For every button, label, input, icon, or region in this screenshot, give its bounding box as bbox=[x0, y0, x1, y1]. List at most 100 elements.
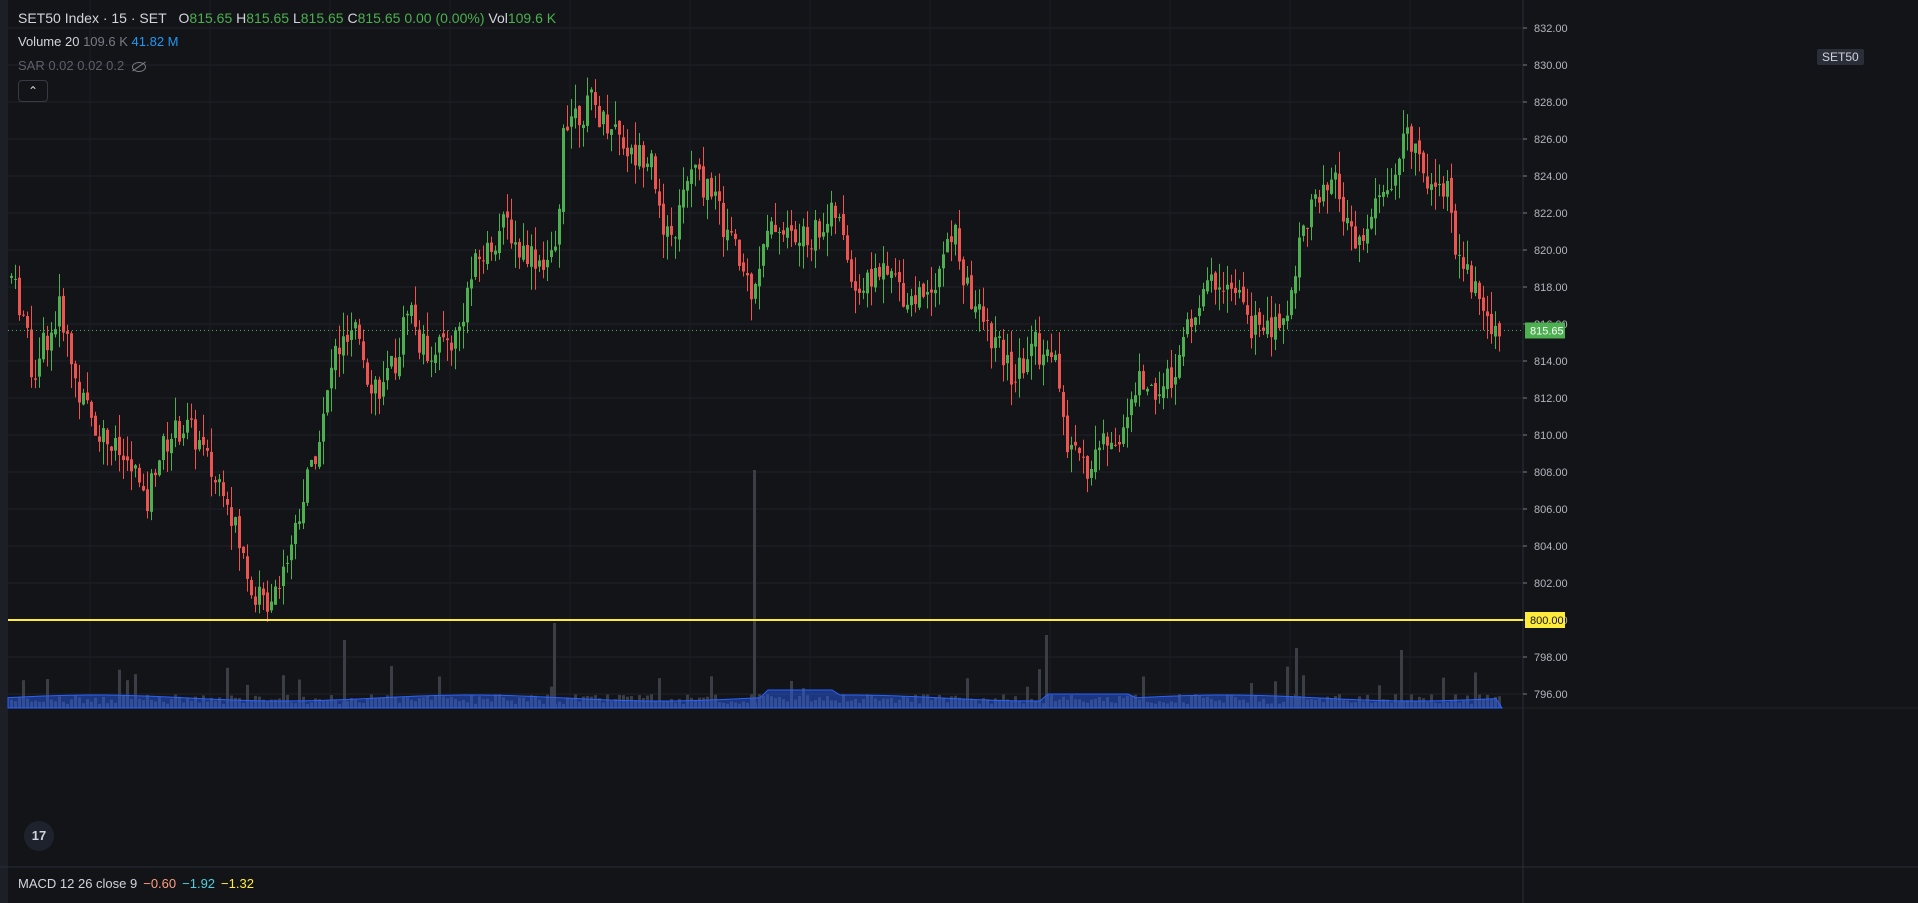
candle-body bbox=[642, 145, 645, 168]
candle-body bbox=[910, 296, 913, 306]
candle-body bbox=[654, 156, 657, 190]
candle-body bbox=[750, 273, 753, 300]
candle-body bbox=[254, 596, 257, 605]
volume-bar bbox=[502, 697, 505, 708]
volume-bar bbox=[1334, 695, 1337, 708]
volume-bar bbox=[1470, 703, 1473, 708]
volume-bar bbox=[290, 702, 293, 708]
volume-bar bbox=[914, 694, 917, 708]
volume-bar bbox=[138, 698, 141, 708]
volume-bar bbox=[734, 702, 737, 708]
sar-legend[interactable]: SAR 0.02 0.02 0.2 bbox=[18, 58, 147, 73]
volume-bar bbox=[1230, 694, 1233, 708]
macd-legend[interactable]: MACD 12 26 close 9 −0.60 −1.92 −1.32 bbox=[18, 876, 254, 891]
candle-body bbox=[1106, 436, 1109, 446]
volume-bar bbox=[1134, 694, 1137, 708]
volume-bar bbox=[1146, 701, 1149, 708]
open-value: 815.65 bbox=[189, 10, 233, 26]
volume-bar bbox=[874, 698, 877, 708]
candle-body bbox=[1458, 254, 1461, 256]
volume-bar bbox=[782, 699, 785, 708]
candle-body bbox=[1290, 290, 1293, 316]
candle-body bbox=[490, 242, 493, 252]
volume-bar bbox=[710, 676, 713, 708]
candle-body bbox=[446, 338, 449, 341]
volume-bar bbox=[1458, 702, 1461, 708]
candle-body bbox=[1026, 359, 1029, 373]
candle-body bbox=[1046, 349, 1049, 356]
candle-body bbox=[266, 592, 269, 612]
volume-bar bbox=[878, 700, 881, 708]
volume-bar bbox=[426, 695, 429, 708]
volume-bar bbox=[450, 696, 453, 708]
candle-body bbox=[58, 296, 61, 327]
candle-body bbox=[1250, 315, 1253, 339]
tradingview-logo-icon[interactable]: 17 bbox=[24, 821, 54, 851]
candle-body bbox=[742, 262, 745, 272]
candle-body bbox=[1170, 367, 1173, 389]
candle-body bbox=[1318, 197, 1321, 203]
candle-body bbox=[574, 108, 577, 119]
macd-signal-value: −1.92 bbox=[182, 876, 216, 891]
candle-body bbox=[922, 283, 925, 297]
candle-body bbox=[1182, 336, 1185, 357]
price-tick-label: 814.00 bbox=[1534, 356, 1568, 368]
volume-bar bbox=[670, 698, 673, 708]
candle-body bbox=[1494, 325, 1497, 337]
volume-bar bbox=[1106, 696, 1109, 708]
candle-body bbox=[770, 221, 773, 235]
price-tick-label: 808.00 bbox=[1534, 467, 1568, 479]
candle-body bbox=[94, 415, 97, 436]
candle-body bbox=[22, 314, 25, 316]
volume-bar bbox=[250, 700, 253, 708]
candle-body bbox=[1042, 354, 1045, 366]
volume-bar bbox=[718, 702, 721, 708]
candle-body bbox=[962, 259, 965, 286]
volume-bar bbox=[122, 694, 125, 708]
volume-bar bbox=[298, 679, 301, 708]
candle-body bbox=[222, 482, 225, 497]
volume-bar bbox=[438, 676, 441, 708]
candle-body bbox=[1206, 280, 1209, 292]
candle-body bbox=[1254, 315, 1257, 335]
volume-bar bbox=[170, 699, 173, 708]
collapse-legend-button[interactable]: ⌃ bbox=[18, 80, 48, 102]
volume-bar bbox=[1266, 703, 1269, 708]
volume-bar bbox=[738, 703, 741, 708]
volume-legend[interactable]: Volume 20 109.6 K 41.82 M bbox=[18, 34, 179, 49]
candle-body bbox=[706, 178, 709, 200]
candle-body bbox=[314, 456, 317, 465]
candle-body bbox=[38, 358, 41, 377]
candle-body bbox=[1478, 282, 1481, 299]
volume-bar bbox=[1354, 702, 1357, 708]
candle-body bbox=[678, 205, 681, 240]
volume-bar bbox=[1194, 694, 1197, 708]
volume-spike bbox=[1295, 648, 1298, 708]
candle-body bbox=[1442, 183, 1445, 197]
candle-body bbox=[62, 295, 65, 333]
volume-bar bbox=[546, 694, 549, 708]
candle-body bbox=[754, 284, 757, 299]
volume-bar bbox=[22, 680, 25, 708]
macd-hist-value: −1.32 bbox=[221, 876, 254, 891]
candle-body bbox=[478, 256, 481, 260]
volume-spike bbox=[753, 470, 756, 708]
hidden-eye-icon[interactable] bbox=[132, 61, 147, 72]
candle-body bbox=[194, 419, 197, 450]
candle-body bbox=[1270, 317, 1273, 338]
candle-body bbox=[1130, 399, 1133, 416]
candle-body bbox=[510, 219, 513, 244]
candle-body bbox=[1438, 183, 1441, 186]
candle-body bbox=[1194, 317, 1197, 326]
candle-body bbox=[54, 329, 57, 335]
candle-body bbox=[790, 225, 793, 231]
candle-body bbox=[806, 226, 809, 246]
volume-bar bbox=[506, 700, 509, 708]
volume-bar bbox=[750, 694, 753, 708]
volume-bar bbox=[1318, 698, 1321, 708]
volume-bar bbox=[46, 679, 49, 708]
volume-bar bbox=[390, 665, 393, 708]
candle-body bbox=[686, 181, 689, 191]
volume-bar bbox=[214, 700, 217, 708]
